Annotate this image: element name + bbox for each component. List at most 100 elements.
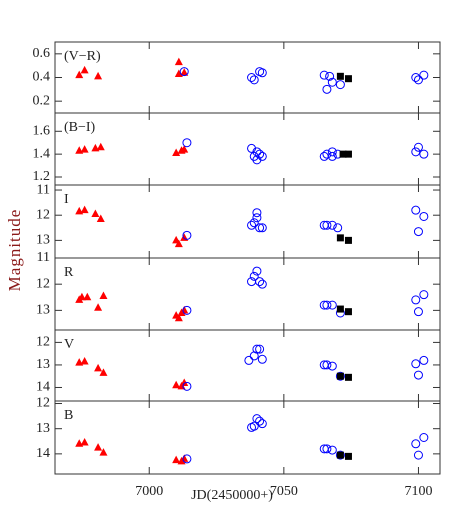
- triangle-point: [80, 357, 89, 365]
- triangle-point: [96, 142, 105, 151]
- circle-point: [419, 290, 429, 300]
- square-point: [344, 452, 352, 460]
- circle-point: [247, 220, 257, 230]
- y-axis-title: Magnitude: [5, 209, 24, 292]
- circle-point: [413, 142, 423, 152]
- panel-label: (V−R): [64, 49, 101, 64]
- triangle-point: [80, 438, 89, 446]
- circle-point: [335, 80, 345, 90]
- circle-point: [325, 71, 335, 81]
- circle-point: [413, 227, 423, 237]
- triangle-point: [99, 368, 108, 376]
- triangle-point: [99, 448, 108, 456]
- y-tick-label: 0.4: [33, 70, 51, 85]
- panel-frame: [54, 400, 441, 475]
- circle-point: [335, 371, 345, 381]
- x-axis-title: JD(2450000+): [191, 488, 273, 503]
- circle-point: [257, 223, 267, 233]
- circle-point: [411, 147, 421, 157]
- circle-point: [252, 414, 262, 424]
- circle-point: [327, 361, 337, 371]
- triangle-point: [180, 305, 189, 314]
- square-point: [336, 72, 344, 80]
- circle-point: [322, 444, 332, 454]
- circle-point: [419, 211, 429, 221]
- y-tick-label: 13: [36, 303, 50, 318]
- triangle-point: [172, 455, 181, 464]
- circle-point: [419, 433, 429, 442]
- circle-point: [182, 381, 192, 391]
- y-tick-label: 12: [36, 207, 50, 222]
- circle-point: [252, 208, 262, 218]
- circle-point: [257, 279, 267, 289]
- circle-point: [249, 218, 259, 228]
- circle-point: [257, 419, 267, 429]
- circle-point: [257, 151, 267, 161]
- triangle-point: [99, 291, 108, 299]
- y-tick-label: 13: [36, 421, 50, 436]
- circle-point: [327, 151, 337, 161]
- circle-point: [411, 359, 421, 369]
- square-point: [336, 234, 344, 242]
- circle-point: [182, 305, 192, 315]
- y-tick-label: 11: [37, 182, 50, 197]
- circle-point: [419, 149, 429, 159]
- triangle-point: [75, 70, 84, 79]
- panel-frame: [54, 184, 441, 259]
- square-point: [336, 451, 344, 459]
- square-point: [339, 150, 347, 158]
- circle-point: [255, 277, 265, 287]
- triangle-point: [80, 145, 89, 153]
- triangle-point: [94, 303, 103, 311]
- square-point: [344, 308, 352, 316]
- triangle-point: [180, 378, 189, 386]
- triangle-point: [96, 214, 105, 222]
- square-point: [344, 373, 352, 381]
- circle-point: [413, 75, 423, 85]
- y-tick-label: 13: [36, 233, 50, 248]
- circle-point: [411, 439, 421, 449]
- triangle-point: [94, 443, 103, 451]
- y-tick-label: 13: [36, 357, 50, 372]
- circle-point: [411, 73, 421, 82]
- x-tick-label: 7100: [404, 484, 432, 499]
- triangle-point: [174, 239, 183, 248]
- y-tick-label: 12: [36, 396, 50, 411]
- triangle-point: [94, 71, 103, 80]
- circle-point: [255, 344, 265, 354]
- circle-point: [249, 421, 259, 431]
- circle-point: [322, 300, 332, 310]
- circle-point: [255, 223, 265, 233]
- circle-point: [413, 370, 423, 380]
- circle-point: [255, 149, 265, 159]
- circle-point: [257, 354, 267, 364]
- circle-point: [327, 300, 337, 310]
- triangle-point: [180, 68, 189, 76]
- square-point: [336, 372, 344, 380]
- x-tick-label: 7050: [270, 484, 298, 499]
- y-tick-label: 1.2: [33, 169, 51, 184]
- circle-point: [322, 220, 332, 230]
- circle-point: [252, 344, 262, 354]
- circle-point: [419, 70, 429, 80]
- square-point: [344, 75, 352, 83]
- panel-label: I: [64, 192, 69, 207]
- x-tick-label: 7000: [135, 484, 163, 499]
- y-tick-label: 0.2: [33, 93, 51, 108]
- circle-point: [249, 271, 259, 281]
- circle-point: [249, 75, 259, 85]
- y-tick-label: 1.6: [33, 124, 51, 139]
- circle-point: [327, 77, 337, 87]
- triangle-point: [174, 57, 183, 66]
- circle-point: [322, 149, 332, 159]
- circle-point: [413, 450, 423, 460]
- panel-label: B: [64, 408, 73, 423]
- circle-point: [252, 147, 262, 157]
- panel-frame: [54, 329, 441, 402]
- circle-point: [257, 68, 267, 78]
- triangle-point: [174, 313, 183, 322]
- circle-point: [333, 223, 343, 233]
- circle-point: [255, 416, 265, 426]
- y-tick-label: 12: [36, 335, 50, 350]
